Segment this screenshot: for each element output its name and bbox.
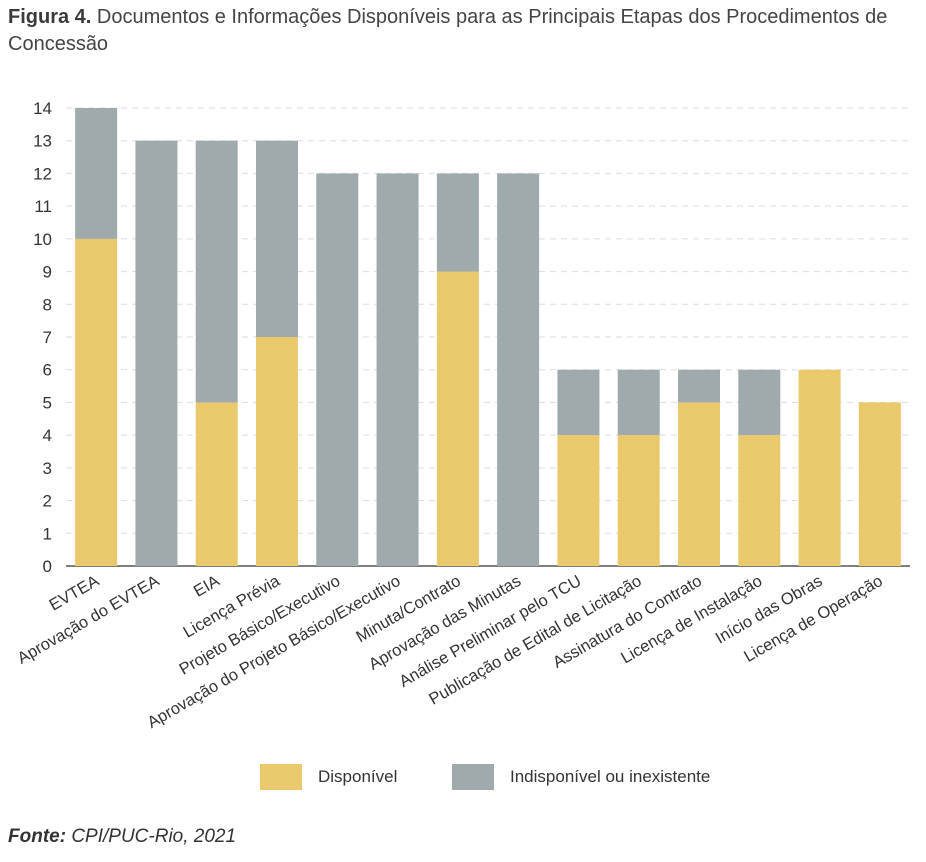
bar-segment-disponivel — [738, 435, 781, 566]
y-tick-label: 8 — [43, 295, 52, 314]
bar-segment-disponivel — [617, 435, 660, 566]
bar-segment-indisponivel — [497, 173, 540, 566]
legend-item-disponivel: Disponível — [260, 764, 397, 790]
bar-segment-disponivel — [858, 402, 901, 566]
source-label: Fonte: — [8, 826, 67, 847]
chart-legend: Disponível Indisponível ou inexistente — [0, 764, 926, 794]
legend-label-indisponivel: Indisponível ou inexistente — [510, 767, 711, 786]
y-tick-label: 5 — [43, 393, 52, 412]
bar-segment-disponivel — [798, 369, 841, 566]
bar-segment-indisponivel — [316, 173, 359, 566]
y-tick-label: 4 — [43, 426, 52, 445]
bar-segment-indisponivel — [738, 369, 781, 436]
figure-label: Figura 4. — [8, 6, 92, 28]
bar-segment-indisponivel — [376, 173, 419, 566]
legend-swatch-disponivel — [260, 764, 302, 790]
bar-segment-disponivel — [557, 435, 600, 566]
y-tick-label: 7 — [43, 328, 52, 347]
chart-title: Figura 4. Documentos e Informações Dispo… — [8, 4, 913, 58]
y-tick-label: 14 — [33, 99, 52, 118]
x-tick-label: Aprovação do Projeto Básico/Executivo — [144, 572, 403, 732]
source-text: CPI/PUC-Rio, 2021 — [71, 826, 237, 847]
legend-item-indisponivel: Indisponível ou inexistente — [452, 764, 710, 790]
y-tick-label: 12 — [33, 164, 52, 183]
bar-segment-indisponivel — [436, 173, 479, 272]
legend-swatch-indisponivel — [452, 764, 494, 790]
y-tick-label: 13 — [33, 132, 52, 151]
x-tick-label: EIA — [191, 572, 223, 601]
y-tick-label: 11 — [34, 197, 52, 216]
source-note: Fonte: CPI/PUC-Rio, 2021 — [8, 826, 236, 848]
y-tick-label: 0 — [43, 557, 52, 576]
y-tick-label: 10 — [33, 230, 52, 249]
bar-segment-indisponivel — [678, 369, 720, 403]
bar-segment-disponivel — [256, 337, 298, 566]
y-tick-label: 6 — [43, 361, 52, 380]
bar-segment-indisponivel — [617, 369, 660, 436]
figure-title-text: Documentos e Informações Disponíveis par… — [8, 6, 888, 55]
bar-segment-indisponivel — [75, 108, 118, 239]
y-tick-label: 1 — [43, 524, 52, 543]
legend-label-disponivel: Disponível — [318, 767, 398, 786]
y-tick-label: 2 — [43, 492, 52, 511]
bar-segment-indisponivel — [135, 140, 178, 566]
bar-segment-indisponivel — [256, 140, 298, 337]
bar-segment-indisponivel — [195, 140, 238, 403]
bar-segment-disponivel — [678, 402, 720, 566]
y-tick-label: 9 — [43, 263, 52, 282]
bar-segment-disponivel — [195, 402, 238, 566]
bar-segment-indisponivel — [557, 369, 600, 436]
bar-segment-disponivel — [75, 238, 118, 566]
bar-segment-disponivel — [436, 271, 479, 566]
y-tick-label: 3 — [43, 459, 52, 478]
